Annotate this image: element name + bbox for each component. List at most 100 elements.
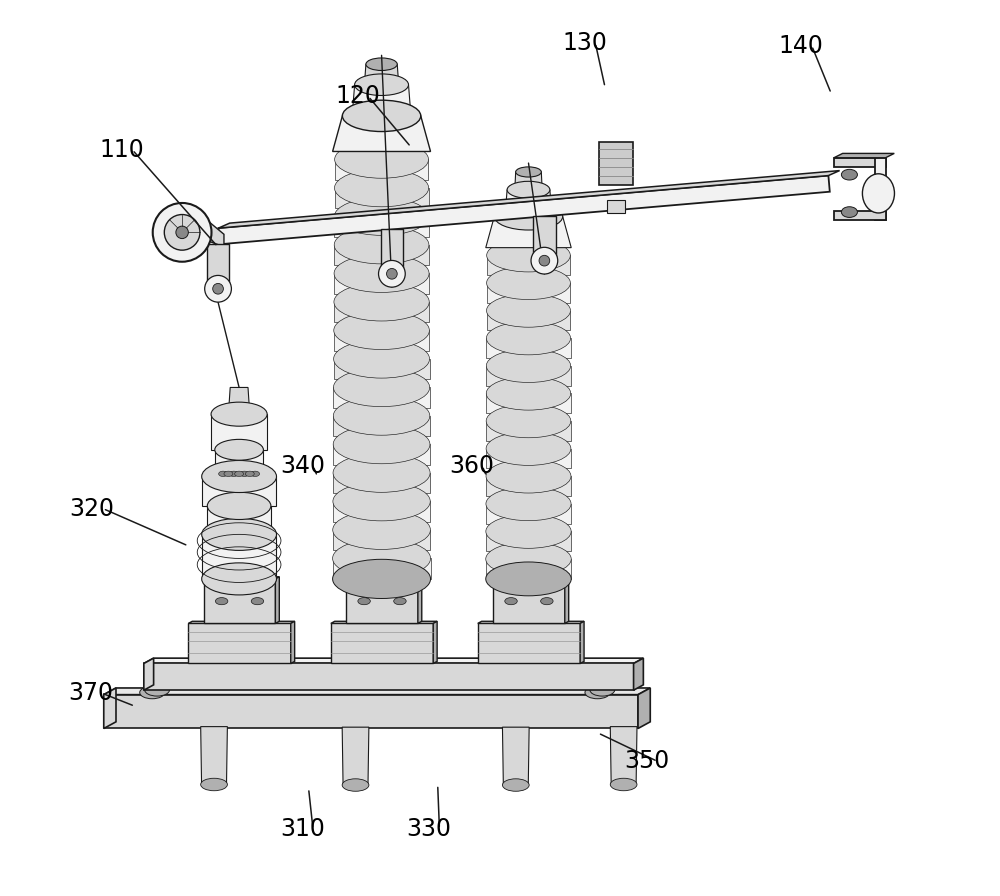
Polygon shape [486, 559, 571, 579]
Ellipse shape [140, 686, 165, 699]
Polygon shape [487, 255, 570, 275]
Ellipse shape [394, 598, 406, 605]
Ellipse shape [334, 197, 429, 236]
Ellipse shape [487, 239, 570, 271]
Polygon shape [533, 216, 556, 261]
Ellipse shape [333, 538, 431, 578]
Ellipse shape [335, 141, 428, 178]
Ellipse shape [224, 471, 233, 477]
Polygon shape [334, 273, 429, 294]
Ellipse shape [205, 275, 231, 302]
Ellipse shape [145, 684, 170, 696]
Ellipse shape [176, 226, 188, 238]
Ellipse shape [211, 402, 267, 426]
Ellipse shape [610, 779, 637, 791]
Polygon shape [346, 577, 422, 579]
Polygon shape [486, 338, 571, 358]
Polygon shape [207, 506, 271, 534]
Ellipse shape [487, 266, 570, 299]
Ellipse shape [219, 471, 228, 477]
Polygon shape [486, 366, 571, 385]
Text: 320: 320 [70, 496, 115, 521]
Polygon shape [333, 502, 430, 521]
Polygon shape [202, 477, 276, 506]
Ellipse shape [505, 598, 517, 605]
Text: 120: 120 [335, 84, 380, 108]
Polygon shape [201, 727, 227, 785]
Polygon shape [502, 728, 529, 785]
Text: 370: 370 [68, 681, 113, 705]
Polygon shape [352, 85, 411, 116]
Ellipse shape [486, 562, 571, 596]
Ellipse shape [229, 471, 238, 477]
Polygon shape [275, 577, 279, 624]
Ellipse shape [334, 254, 429, 292]
Text: 340: 340 [280, 453, 325, 478]
Ellipse shape [335, 169, 429, 207]
Polygon shape [599, 142, 633, 185]
Ellipse shape [202, 461, 276, 493]
Polygon shape [486, 421, 571, 441]
Ellipse shape [251, 598, 264, 605]
Polygon shape [104, 688, 116, 728]
Polygon shape [188, 621, 295, 624]
Ellipse shape [531, 247, 558, 274]
Text: 130: 130 [562, 30, 607, 55]
Polygon shape [834, 211, 886, 220]
Ellipse shape [379, 261, 405, 287]
Ellipse shape [153, 203, 211, 262]
Polygon shape [638, 688, 650, 728]
Polygon shape [487, 311, 570, 331]
Ellipse shape [486, 542, 571, 576]
Ellipse shape [486, 376, 571, 410]
Polygon shape [144, 663, 634, 690]
Ellipse shape [494, 203, 563, 230]
Polygon shape [333, 116, 431, 151]
Ellipse shape [240, 471, 249, 477]
Ellipse shape [251, 471, 260, 477]
Ellipse shape [215, 598, 228, 605]
Text: 350: 350 [624, 749, 670, 773]
Ellipse shape [487, 294, 570, 327]
Polygon shape [207, 245, 229, 289]
Polygon shape [204, 579, 275, 624]
Polygon shape [334, 302, 429, 323]
Polygon shape [486, 531, 571, 551]
Polygon shape [291, 621, 295, 663]
Polygon shape [486, 449, 571, 469]
Text: 140: 140 [779, 33, 823, 57]
Polygon shape [228, 387, 250, 414]
Ellipse shape [334, 311, 429, 349]
Polygon shape [334, 331, 429, 351]
Polygon shape [209, 221, 224, 246]
Polygon shape [144, 659, 154, 690]
Ellipse shape [333, 511, 430, 549]
Polygon shape [486, 217, 571, 247]
Ellipse shape [202, 563, 276, 595]
Ellipse shape [862, 174, 894, 213]
Polygon shape [381, 229, 403, 274]
Ellipse shape [387, 269, 397, 280]
Polygon shape [211, 414, 267, 450]
Ellipse shape [342, 100, 421, 132]
Ellipse shape [841, 169, 857, 180]
Ellipse shape [333, 453, 430, 492]
Ellipse shape [366, 58, 397, 71]
Polygon shape [505, 190, 552, 217]
Ellipse shape [333, 368, 430, 407]
Text: 360: 360 [449, 453, 494, 478]
Polygon shape [478, 621, 584, 624]
Polygon shape [333, 473, 430, 494]
Polygon shape [834, 153, 894, 158]
Ellipse shape [539, 255, 550, 266]
Ellipse shape [486, 432, 571, 465]
Text: 310: 310 [280, 817, 325, 841]
Polygon shape [486, 476, 571, 496]
Polygon shape [565, 577, 569, 624]
Polygon shape [478, 624, 580, 663]
Ellipse shape [516, 167, 541, 177]
Ellipse shape [333, 425, 430, 464]
Ellipse shape [245, 471, 254, 477]
Polygon shape [104, 688, 650, 694]
Ellipse shape [333, 397, 430, 435]
